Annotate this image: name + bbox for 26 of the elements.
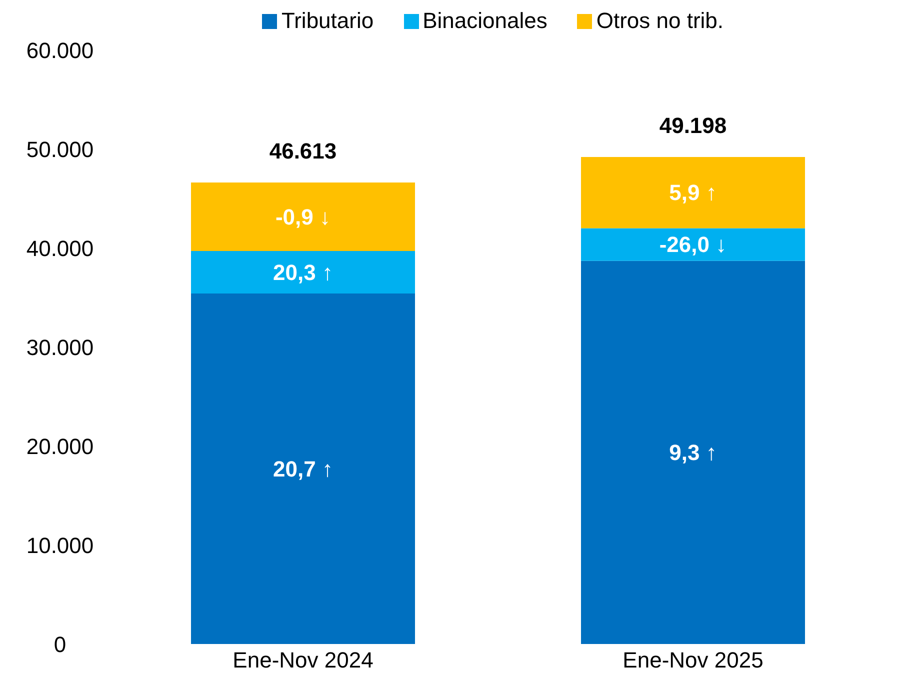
y-tick-label: 50.000 (26, 136, 94, 162)
annotation: -0,9 ↓ (275, 204, 331, 230)
y-tick-label: 60.000 (26, 38, 94, 63)
bar (581, 228, 805, 261)
x-tick-label: Ene-Nov 2024 (232, 648, 374, 673)
y-tick-label: 40.000 (26, 236, 94, 261)
total-label: 46.613 (269, 138, 337, 164)
bar (191, 294, 415, 644)
legend-label: Otros no trib. (595, 8, 724, 34)
y-tick-label: 0 (54, 632, 66, 657)
y-tick-label: 30.000 (26, 334, 94, 360)
y-tick-label: 10.000 (26, 532, 94, 558)
bar (581, 156, 805, 228)
bar (191, 250, 415, 294)
annotation: 20,7 ↑ (273, 456, 333, 482)
annotation: -26,0 ↓ (659, 232, 727, 258)
x-tick-label: Ene-Nov 2025 (622, 648, 764, 673)
total-label: 49.198 (659, 112, 727, 138)
annotation: 5,9 ↑ (669, 180, 717, 206)
legend-label: Tributario (280, 8, 374, 34)
annotation: 20,3 ↑ (273, 260, 333, 285)
bar (191, 182, 415, 251)
y-tick-label: 20.000 (26, 434, 94, 459)
annotation: 9,3 ↑ (669, 440, 717, 465)
legend-label: Binacionales (422, 8, 548, 34)
bar (581, 260, 805, 644)
